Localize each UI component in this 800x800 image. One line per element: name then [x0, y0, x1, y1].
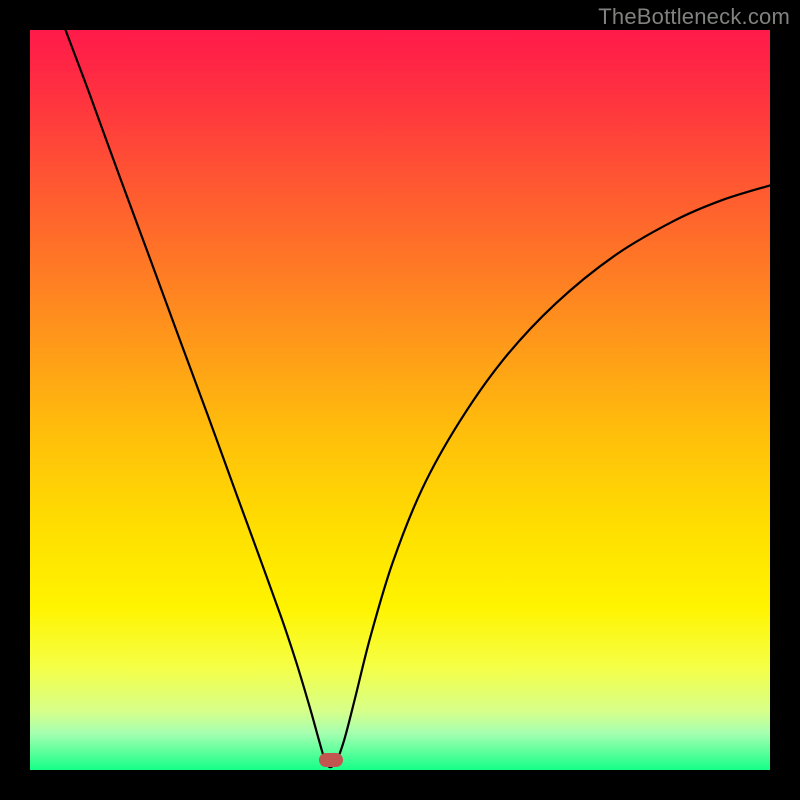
plot-area	[30, 30, 770, 770]
chart-canvas: TheBottleneck.com	[0, 0, 800, 800]
watermark-text: TheBottleneck.com	[598, 4, 790, 30]
minimum-marker	[319, 753, 343, 767]
bottleneck-curve	[30, 30, 770, 770]
